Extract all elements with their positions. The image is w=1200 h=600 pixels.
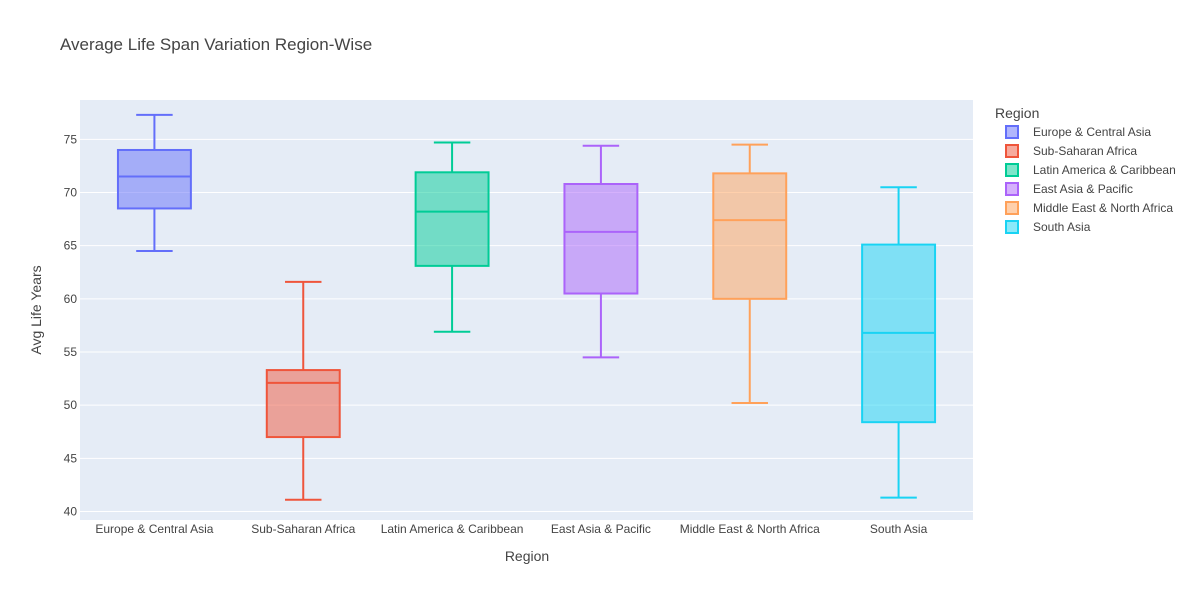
legend-swatch (1005, 125, 1019, 139)
box-europe-central-asia[interactable] (116, 113, 192, 252)
plot-area (80, 100, 973, 520)
box-sub-saharan-africa[interactable] (265, 280, 341, 501)
legend-label: Europe & Central Asia (1033, 125, 1151, 139)
legend-title: Region (995, 105, 1039, 121)
legend-swatch (1005, 182, 1019, 196)
legend-swatch (1005, 201, 1019, 215)
box-east-asia-pacific[interactable] (563, 144, 639, 359)
x-axis-ticks: Europe & Central Asia Sub-Saharan Africa L… (95, 522, 927, 536)
x-tick-label: Latin America & Caribbean (381, 522, 524, 536)
box-plots (116, 113, 937, 501)
y-axis-ticks: 40 45 50 55 60 65 70 75 (64, 132, 78, 518)
y-axis-title: Avg Life Years (28, 265, 44, 354)
legend-item[interactable]: Latin America & Caribbean (1005, 163, 1176, 177)
iqr-box (563, 183, 639, 295)
x-axis-title: Region (505, 548, 549, 564)
legend-item[interactable]: East Asia & Pacific (1005, 182, 1133, 196)
x-tick-label: East Asia & Pacific (551, 522, 651, 536)
y-tick-label: 40 (64, 504, 78, 518)
legend-swatch (1005, 144, 1019, 158)
x-tick-label: South Asia (870, 522, 928, 536)
legend: Region Europe & Central Asia Sub-Saharan … (995, 105, 1176, 234)
x-tick-label: Sub-Saharan Africa (251, 522, 355, 536)
y-tick-label: 50 (64, 398, 78, 412)
y-tick-label: 60 (64, 292, 78, 306)
box-south-asia[interactable] (861, 186, 937, 499)
y-tick-label: 70 (64, 186, 78, 200)
legend-item[interactable]: Middle East & North Africa (1005, 201, 1173, 215)
legend-item[interactable]: South Asia (1005, 220, 1091, 234)
legend-swatch (1005, 220, 1019, 234)
iqr-box (265, 369, 341, 439)
legend-label: Sub-Saharan Africa (1033, 144, 1137, 158)
y-tick-label: 75 (64, 132, 78, 146)
chart-title: Average Life Span Variation Region-Wise (60, 35, 372, 54)
box-middle-east-north-africa[interactable] (712, 143, 788, 405)
x-tick-label: Middle East & North Africa (680, 522, 820, 536)
y-tick-label: 45 (64, 451, 78, 465)
legend-label: East Asia & Pacific (1033, 182, 1133, 196)
y-tick-label: 65 (64, 239, 78, 253)
grid-lines (80, 138, 973, 512)
legend-swatch (1005, 163, 1019, 177)
legend-label: South Asia (1033, 220, 1091, 234)
iqr-box (116, 148, 192, 210)
x-tick-label: Europe & Central Asia (95, 522, 213, 536)
legend-label: Middle East & North Africa (1033, 201, 1173, 215)
legend-label: Latin America & Caribbean (1033, 163, 1176, 177)
iqr-box (414, 171, 490, 267)
y-tick-label: 55 (64, 345, 78, 359)
legend-item[interactable]: Sub-Saharan Africa (1005, 144, 1137, 158)
legend-item[interactable]: Europe & Central Asia (1005, 125, 1151, 139)
box-latin-america-caribbean[interactable] (414, 141, 490, 333)
iqr-box (712, 172, 788, 300)
